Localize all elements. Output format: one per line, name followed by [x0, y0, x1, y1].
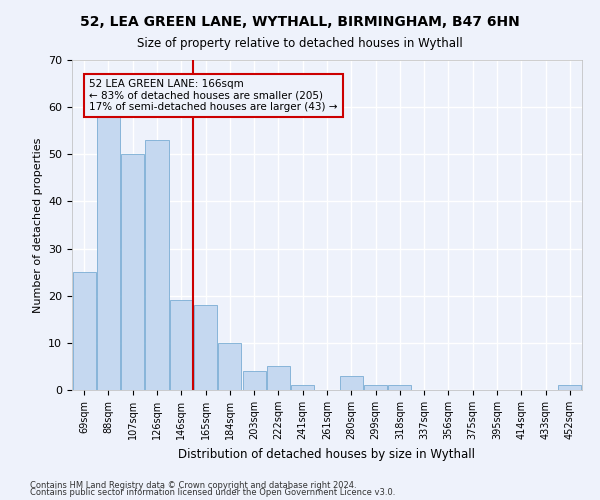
Bar [218, 343, 241, 390]
Bar [242, 371, 266, 390]
Text: 52 LEA GREEN LANE: 166sqm
← 83% of detached houses are smaller (205)
17% of semi: 52 LEA GREEN LANE: 166sqm ← 83% of detac… [89, 79, 338, 112]
Bar [145, 140, 169, 390]
Bar [97, 116, 120, 390]
Y-axis label: Number of detached properties: Number of detached properties [32, 138, 43, 312]
Text: 52, LEA GREEN LANE, WYTHALL, BIRMINGHAM, B47 6HN: 52, LEA GREEN LANE, WYTHALL, BIRMINGHAM,… [80, 15, 520, 29]
Bar [73, 272, 95, 390]
Bar [121, 154, 144, 390]
X-axis label: Distribution of detached houses by size in Wythall: Distribution of detached houses by size … [179, 448, 476, 460]
Bar [267, 366, 290, 390]
Bar [364, 386, 387, 390]
Bar [170, 300, 193, 390]
Bar [388, 386, 412, 390]
Bar [340, 376, 363, 390]
Text: Size of property relative to detached houses in Wythall: Size of property relative to detached ho… [137, 38, 463, 51]
Bar [559, 386, 581, 390]
Bar [194, 305, 217, 390]
Text: Contains HM Land Registry data © Crown copyright and database right 2024.: Contains HM Land Registry data © Crown c… [30, 480, 356, 490]
Text: Contains public sector information licensed under the Open Government Licence v3: Contains public sector information licen… [30, 488, 395, 497]
Bar [291, 386, 314, 390]
